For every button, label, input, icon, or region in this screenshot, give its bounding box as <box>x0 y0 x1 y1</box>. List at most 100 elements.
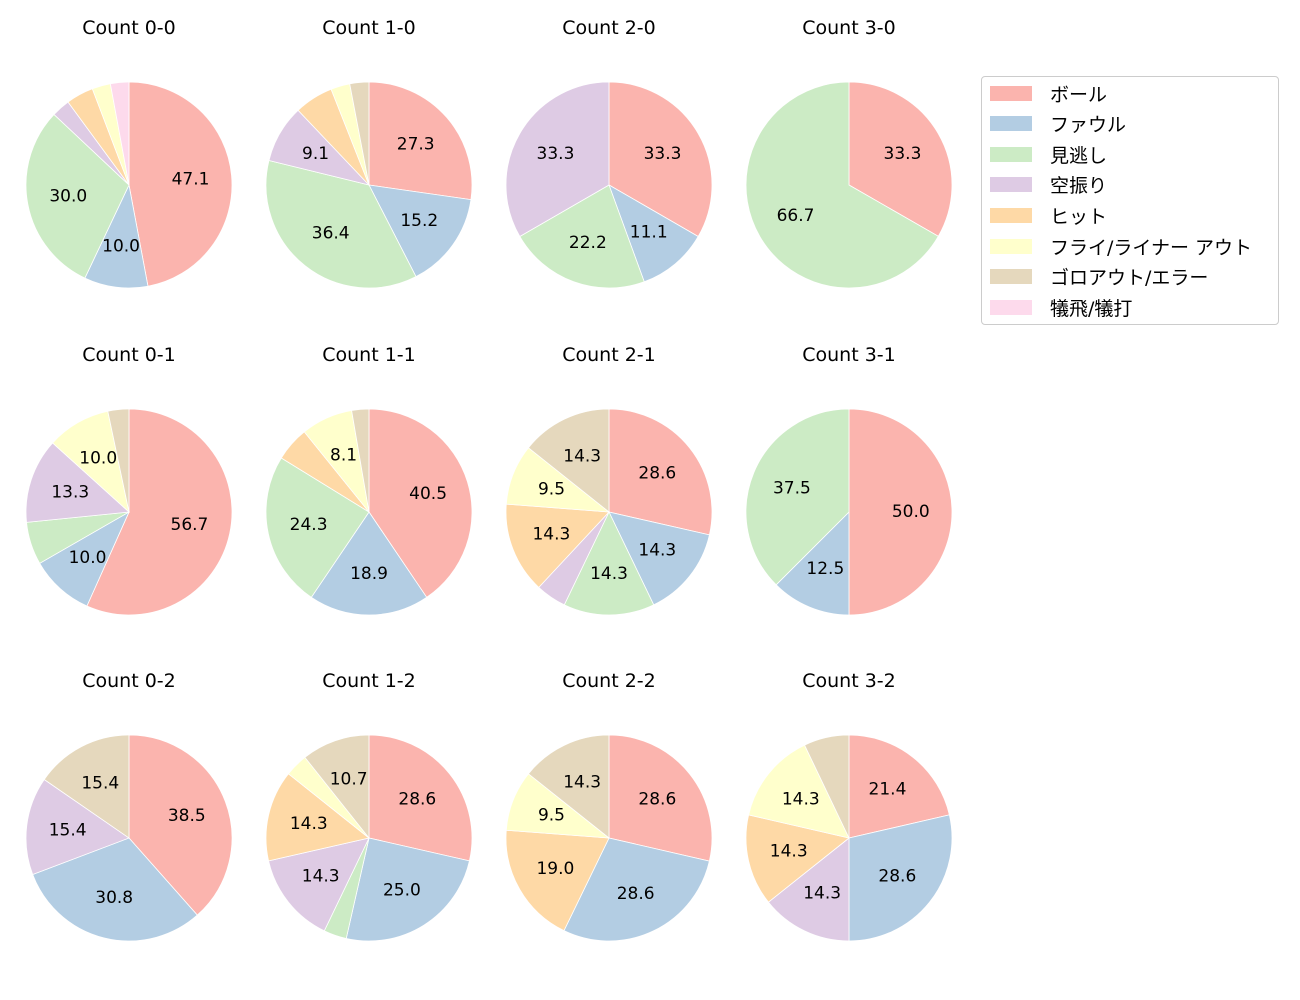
slice-value-label: 28.6 <box>398 789 436 809</box>
pie-slice <box>745 408 850 586</box>
pie-slice <box>804 734 850 839</box>
legend-label: 空振り <box>1050 175 1108 198</box>
pie-slice <box>25 113 130 279</box>
pie-slice <box>265 457 370 598</box>
legend-swatch <box>990 85 1032 101</box>
slice-value-label: 24.3 <box>290 515 328 535</box>
pie-slice <box>310 511 428 616</box>
pie-slice <box>608 511 710 606</box>
slice-value-label: 13.3 <box>51 483 89 503</box>
pie-slice <box>608 408 713 536</box>
pie-slice <box>107 408 130 513</box>
slice-value-label: 18.9 <box>350 564 388 584</box>
legend-swatch <box>990 299 1032 315</box>
slice-value-label: 38.5 <box>168 806 206 826</box>
slice-value-label: 50.0 <box>892 502 930 522</box>
legend-item: ゴロアウト/エラー <box>990 267 1208 289</box>
legend-label: ヒット <box>1050 205 1108 228</box>
pie-chart: 47.1 10.0 30.0 <box>25 81 233 289</box>
pie-title: Count 0-1 <box>82 344 176 366</box>
pie-title: Count 2-2 <box>562 670 656 692</box>
slice-value-label: 22.2 <box>569 233 607 253</box>
slice-value-label: 66.7 <box>777 206 815 226</box>
legend-swatch <box>990 177 1032 193</box>
slice-value-label: 14.3 <box>770 842 808 862</box>
pie-panel: Count 1-2 28.6 25.0 14.3 14.3 10.7 <box>249 670 489 970</box>
legend-label: 犠飛/犠打 <box>1050 297 1133 320</box>
slice-value-label: 14.3 <box>782 789 820 809</box>
slice-value-label: 21.4 <box>869 780 907 800</box>
pie-slice <box>527 408 610 513</box>
pie-slice <box>349 81 370 186</box>
pie-chart: 28.6 14.3 14.3 14.3 9.5 14.3 <box>505 408 713 616</box>
legend-label: ゴロアウト/エラー <box>1050 267 1209 290</box>
pie-slice <box>368 734 473 862</box>
slice-value-label: 15.4 <box>49 821 87 841</box>
pie-slice <box>128 81 233 287</box>
pie-panel: Count 2-2 28.6 28.6 19.0 9.5 14.3 <box>489 670 729 970</box>
slice-value-label: 9.5 <box>538 805 565 825</box>
legend-item: ボール <box>990 83 1107 106</box>
slice-value-label: 56.7 <box>171 515 209 535</box>
pie-slice <box>519 184 645 289</box>
legend-item: 空振り <box>990 175 1107 197</box>
pie-slice <box>368 184 472 278</box>
pie-title: Count 1-1 <box>322 344 416 366</box>
pie-slice <box>268 837 370 932</box>
pie-slice <box>43 734 130 839</box>
pie-title: Count 1-2 <box>322 670 416 692</box>
pie-slice <box>505 81 610 238</box>
slice-value-label: 28.6 <box>638 790 676 810</box>
pie-slice <box>745 81 939 289</box>
slice-value-label: 10.7 <box>330 770 368 790</box>
pie-chart: 50.0 12.5 37.5 <box>745 408 953 616</box>
pie-title: Count 0-2 <box>82 670 176 692</box>
legend-item: フライ/ライナー アウト <box>990 236 1252 259</box>
pie-title: Count 3-1 <box>802 344 896 366</box>
pie-slice <box>265 160 417 289</box>
pie-slice <box>848 81 953 237</box>
pie-panel: Count 0-2 38.5 30.8 15.4 15.4 <box>9 670 249 970</box>
slice-value-label: 14.3 <box>532 524 570 544</box>
slice-value-label: 9.1 <box>302 144 329 164</box>
legend-label: 見逃し <box>1050 144 1108 167</box>
pie-slice <box>304 734 370 840</box>
pie-chart: 28.6 25.0 14.3 14.3 10.7 <box>265 734 473 942</box>
legend-item: ファウル <box>990 114 1126 136</box>
pie-title: Count 2-1 <box>562 344 656 366</box>
pie-chart: 28.6 28.6 19.0 9.5 14.3 <box>505 734 713 942</box>
pie-slice <box>745 814 850 903</box>
pie-slice <box>25 442 130 523</box>
pie-panel: Count 0-1 56.7 10.0 13.3 10.0 <box>9 344 249 644</box>
pie-slice <box>128 734 233 916</box>
pie-title: Count 3-0 <box>802 17 896 39</box>
slice-value-label: 10.0 <box>102 236 140 256</box>
pie-slice <box>608 734 713 862</box>
legend-swatch <box>990 269 1032 285</box>
slice-value-label: 12.5 <box>806 559 844 579</box>
pie-slice <box>848 814 953 942</box>
pie-chart: 33.3 11.1 22.2 33.3 <box>505 81 713 289</box>
slice-value-label: 33.3 <box>644 144 682 164</box>
slice-value-label: 9.5 <box>538 479 565 499</box>
legend-item: 見逃し <box>990 144 1107 167</box>
slice-value-label: 19.0 <box>536 859 574 879</box>
slice-value-label: 14.3 <box>563 446 601 466</box>
pie-slice <box>608 81 713 238</box>
pie-slice <box>345 837 470 942</box>
pie-slice <box>368 408 473 598</box>
slice-value-label: 10.0 <box>69 548 107 568</box>
pie-slice <box>767 837 850 942</box>
slice-value-label: 40.5 <box>409 484 447 504</box>
pie-panel: Count 3-0 33.3 66.7 <box>729 17 969 317</box>
slice-value-label: 15.2 <box>400 211 438 231</box>
pie-slice <box>748 744 850 839</box>
slice-value-label: 47.1 <box>172 169 210 189</box>
legend-swatch <box>990 238 1032 254</box>
pie-chart: 27.3 15.2 36.4 9.1 <box>265 81 473 289</box>
slice-value-label: 14.3 <box>302 867 340 887</box>
pie-slice <box>505 503 610 588</box>
pie-panel: Count 2-1 28.6 14.3 14.3 14.3 9.5 14.3 <box>489 344 729 644</box>
slice-value-label: 14.3 <box>803 884 841 904</box>
pie-slice <box>109 81 130 186</box>
